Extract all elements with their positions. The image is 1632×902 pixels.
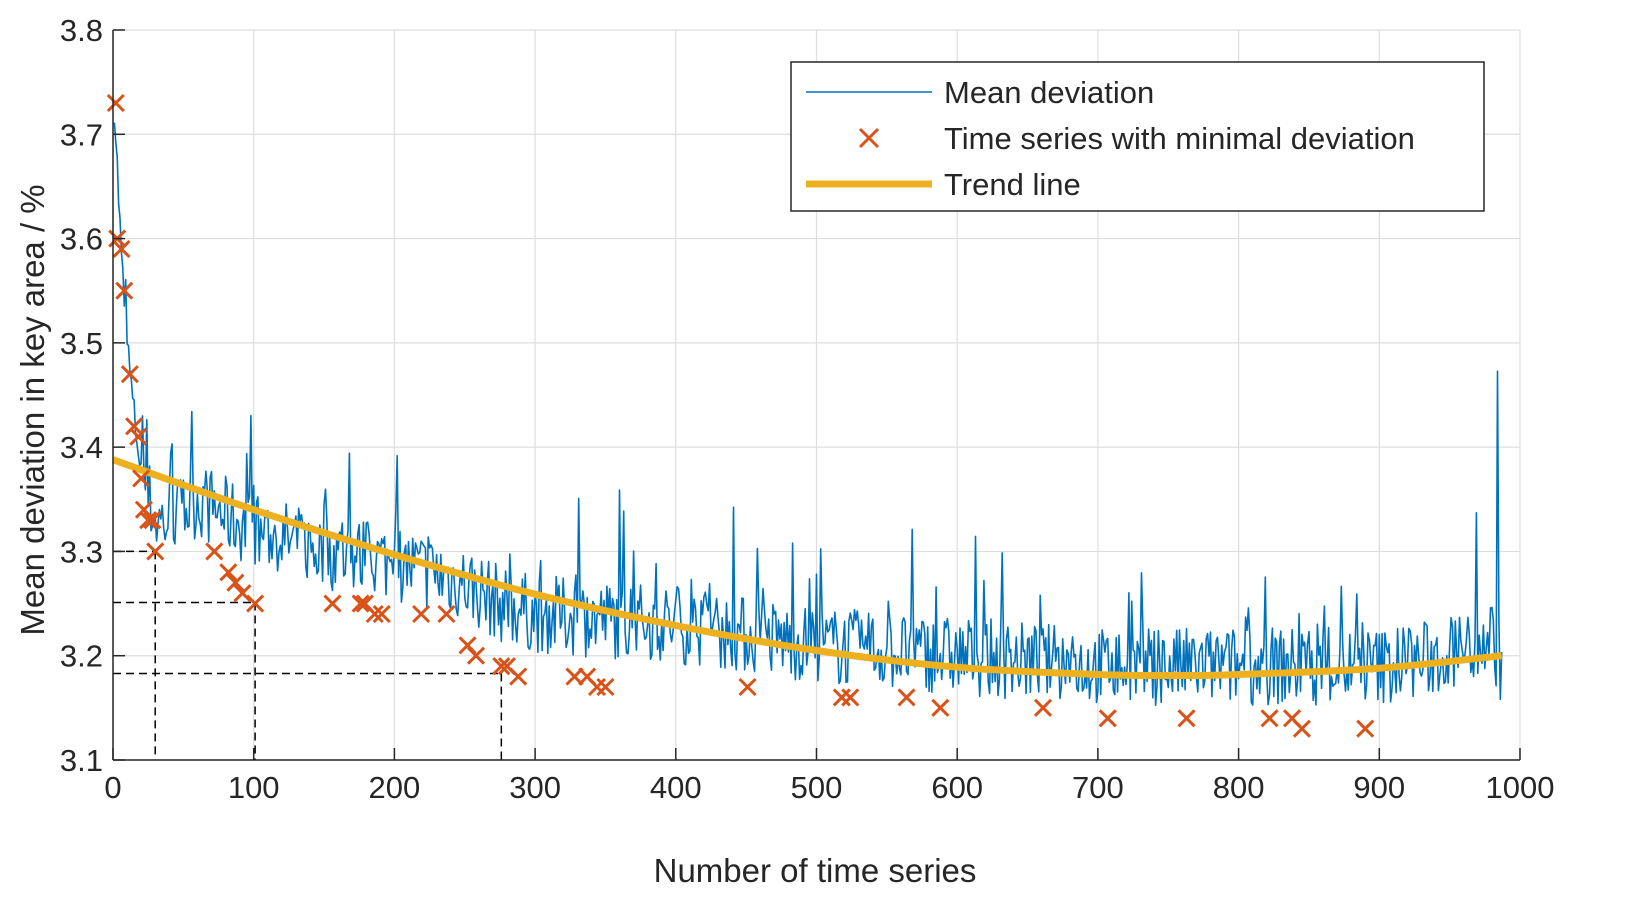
guide-lines [113,550,503,760]
minimal-deviation-marker [1033,698,1053,717]
y-tick-label: 3.3 [60,534,103,569]
minimal-deviation-marker [832,688,851,707]
y-tick-label: 3.2 [60,639,103,674]
legend-label-mean-deviation: Mean deviation [944,75,1154,110]
x-tick-label: 600 [931,770,983,805]
minimal-deviation-marker [125,417,144,436]
minimal-deviation-marker [466,646,486,665]
y-tick-label: 3.4 [60,430,103,465]
x-tick-label: 300 [509,770,561,805]
minimal-deviation-marker [931,698,950,717]
y-tick-label: 3.8 [60,13,103,48]
minimal-deviation-marker [596,677,615,697]
axes [112,29,1521,761]
minimal-deviation-marker [120,365,139,384]
y-tick-label: 3.5 [60,326,103,361]
minimal-deviation-marker [323,594,342,613]
minimal-deviation-marker [233,584,252,603]
minimal-deviation-marker [246,594,265,613]
minimal-deviation-marker [1098,709,1117,728]
minimal-deviation-marker [112,239,131,259]
x-tick-label: 0 [104,770,121,805]
legend: Mean deviation Time series with minimal … [790,61,1485,212]
legend-label-trend-line: Trend line [944,167,1081,202]
minimal-deviation-marker [372,604,391,624]
minimal-deviation-marker [1260,709,1279,728]
legend-swatch-minimal-deviation [858,127,880,149]
minimal-deviation-marker [897,688,916,707]
minimal-deviation-marker [226,573,245,592]
minimal-deviation-marker [115,281,134,300]
y-tick-label: 3.6 [60,222,103,257]
minimal-deviation-marker [129,427,148,446]
minimal-deviation-marker [738,677,757,697]
minimal-deviation-marker [143,511,162,530]
legend-label-minimal-deviation: Time series with minimal deviation [944,121,1415,156]
y-tick-label: 3.7 [60,117,103,152]
minimal-deviation-marker [1356,719,1375,738]
y-tick-label: 3.1 [60,743,103,778]
minimal-deviation-marker [587,677,607,697]
minimal-deviation-marker [139,511,158,530]
minimal-deviation-marker [437,604,456,624]
minimal-deviation-marker [351,594,370,613]
x-tick-label: 200 [369,770,421,805]
minimal-deviation-marker [132,469,151,488]
minimal-deviation-marker [1177,709,1196,728]
minimal-deviation-marker [106,93,125,113]
x-axis-title: Number of time series [654,852,977,889]
x-tick-label: 100 [228,770,280,805]
x-tick-label: 500 [791,770,843,805]
minimal-deviation-marker [146,542,165,561]
minimal-deviation-marker [492,657,511,676]
minimal-deviation-marker [412,604,431,624]
minimal-deviation-marker [509,667,528,686]
minimal-deviation-marker [365,604,384,624]
minimal-deviation-marker [841,688,860,707]
minimal-deviation-marker [1292,719,1311,738]
minimal-deviation-marker [219,563,238,582]
x-tick-label: 800 [1213,770,1265,805]
x-tick-label: 1000 [1486,770,1555,805]
minimal-deviation-marker [205,542,224,561]
trend-line [111,456,1503,680]
x-tick-label: 900 [1353,770,1405,805]
plot-area [106,93,1503,738]
x-tick-label: 700 [1072,770,1124,805]
tick-labels: 0 100 200 300 400 500 600 700 800 900 1000 3.1 3.2 3.… [60,13,1555,805]
y-axis-title: Mean deviation in key area / % [14,184,51,635]
x-tick-label: 400 [650,770,702,805]
